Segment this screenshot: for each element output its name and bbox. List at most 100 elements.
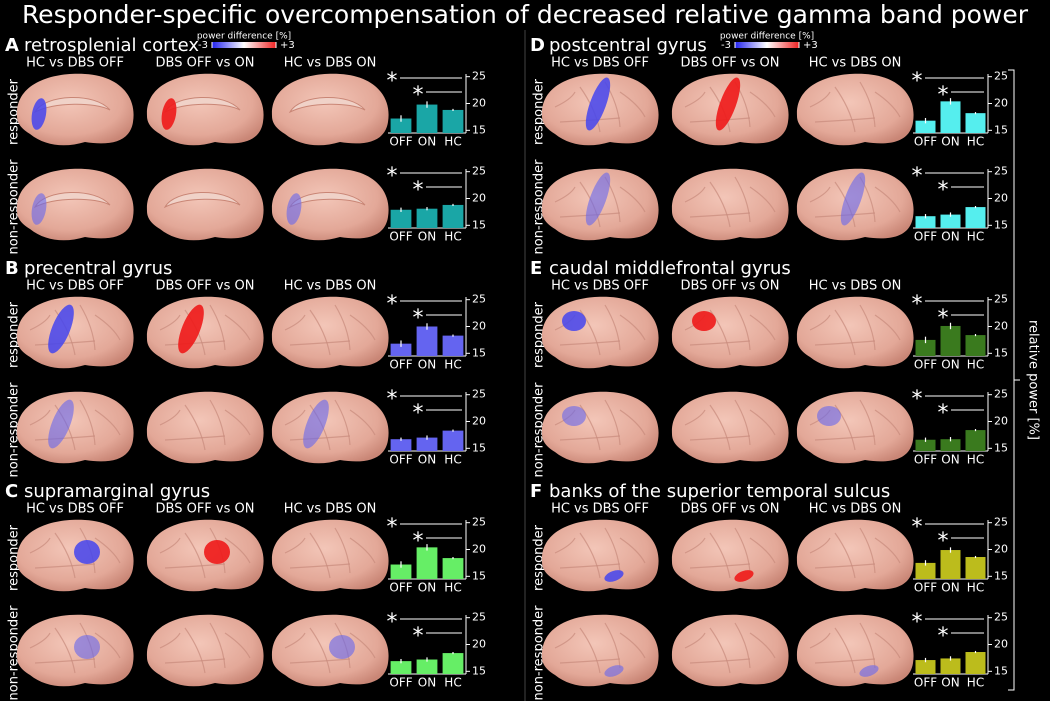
bar <box>416 547 438 579</box>
brain-sulcus <box>289 435 351 441</box>
activation-blob <box>204 540 230 564</box>
bar <box>416 659 438 674</box>
x-tick-label: ON <box>418 135 436 149</box>
brain-sulcus <box>734 622 751 669</box>
brain-sulcus <box>579 309 601 356</box>
x-tick-label: HC <box>967 358 984 372</box>
brain-sulcus <box>734 176 751 223</box>
colorbar <box>212 42 276 48</box>
brain-sulcus <box>684 537 706 554</box>
activation-blob <box>585 172 611 226</box>
brain-sulcus <box>224 314 251 341</box>
brain-sulcus <box>689 658 751 664</box>
brain <box>541 296 659 369</box>
column-label: DBS OFF vs ON <box>156 56 255 71</box>
activation-blob <box>585 77 611 131</box>
brain-sulcus <box>554 537 576 554</box>
activation-blob <box>74 540 100 564</box>
brain-surface <box>271 168 389 241</box>
panel-title: precentral gyrus <box>24 258 172 279</box>
panel-letter: C <box>5 481 18 502</box>
activation-blob <box>303 399 329 449</box>
brain <box>671 519 789 592</box>
row-label: non-responder <box>532 382 547 478</box>
brain-sulcus <box>309 627 331 674</box>
brain <box>671 391 789 464</box>
brain-sulcus <box>54 627 76 674</box>
row-label: non-responder <box>532 605 547 701</box>
x-tick-label: HC <box>967 135 984 149</box>
x-tick-label: ON <box>941 581 959 595</box>
x-tick-label: OFF <box>914 581 937 595</box>
brain <box>541 391 659 464</box>
brain <box>796 391 914 464</box>
y-tick-label: 15 <box>994 569 1008 582</box>
panel-letter: D <box>530 35 545 56</box>
bar <box>915 216 936 228</box>
brain-sulcus <box>859 399 876 446</box>
brain <box>796 73 914 146</box>
activation-blob <box>604 570 624 582</box>
y-tick-label: 25 <box>472 611 486 624</box>
panel-letter: E <box>530 258 542 279</box>
bar <box>940 214 961 228</box>
significance-star: * <box>387 292 398 317</box>
row-label: responder <box>7 524 22 591</box>
brain-fold <box>33 192 111 209</box>
brain-surface <box>541 614 659 687</box>
column-label: HC vs DBS OFF <box>26 279 124 294</box>
brain-sulcus <box>814 658 876 664</box>
x-tick-label: HC <box>444 358 461 372</box>
brain-sulcus <box>749 91 776 118</box>
brain-fold <box>163 192 241 209</box>
ylabel-bracket <box>1008 69 1020 691</box>
brain-surface <box>146 73 264 146</box>
brain-sulcus <box>749 186 776 213</box>
brain-sulcus <box>164 658 226 664</box>
row-label: responder <box>532 78 547 145</box>
y-tick-label: 20 <box>472 97 486 110</box>
y-tick-label: 20 <box>994 415 1008 428</box>
x-tick-label: HC <box>967 581 984 595</box>
brain-fold <box>288 97 366 114</box>
brain-fold <box>33 97 111 114</box>
significance-star: * <box>912 515 923 540</box>
x-tick-label: OFF <box>914 135 937 149</box>
figure-title: Responder-specific overcompensation of d… <box>22 0 1029 29</box>
bar <box>390 439 412 451</box>
activation-blob <box>562 311 586 331</box>
y-tick-label: 20 <box>472 320 486 333</box>
activation-blob <box>329 635 355 659</box>
brain-sulcus <box>34 563 96 569</box>
brain-sulcus <box>809 632 831 649</box>
activation-blob <box>604 665 624 677</box>
bar <box>390 209 412 228</box>
colorbar-tick-label: +3 <box>280 40 295 51</box>
brain-sulcus <box>619 537 646 564</box>
brain-sulcus <box>284 409 306 426</box>
brain <box>146 391 264 464</box>
brain-sulcus <box>29 537 51 554</box>
brain-sulcus <box>749 314 776 341</box>
brain-sulcus <box>554 91 576 108</box>
activation-blob <box>734 570 754 582</box>
x-tick-label: OFF <box>389 358 412 372</box>
brain-sulcus <box>749 632 776 659</box>
brain-surface <box>146 614 264 687</box>
activation-blob <box>859 665 879 677</box>
colorbar-label: power difference [%] <box>720 32 814 42</box>
significance-star: * <box>413 178 424 203</box>
brain-surface <box>271 296 389 369</box>
brain-sulcus <box>184 404 206 451</box>
brain-sulcus <box>559 658 621 664</box>
brain-surface <box>796 614 914 687</box>
row-label: non-responder <box>7 605 22 701</box>
row-label: responder <box>532 524 547 591</box>
brain-sulcus <box>94 537 121 564</box>
brain-sulcus <box>834 309 856 356</box>
colorbar-tick-label: -3 <box>198 40 208 51</box>
significance-star: * <box>938 178 949 203</box>
activation-blob <box>692 311 716 331</box>
brain-sulcus <box>184 627 206 674</box>
